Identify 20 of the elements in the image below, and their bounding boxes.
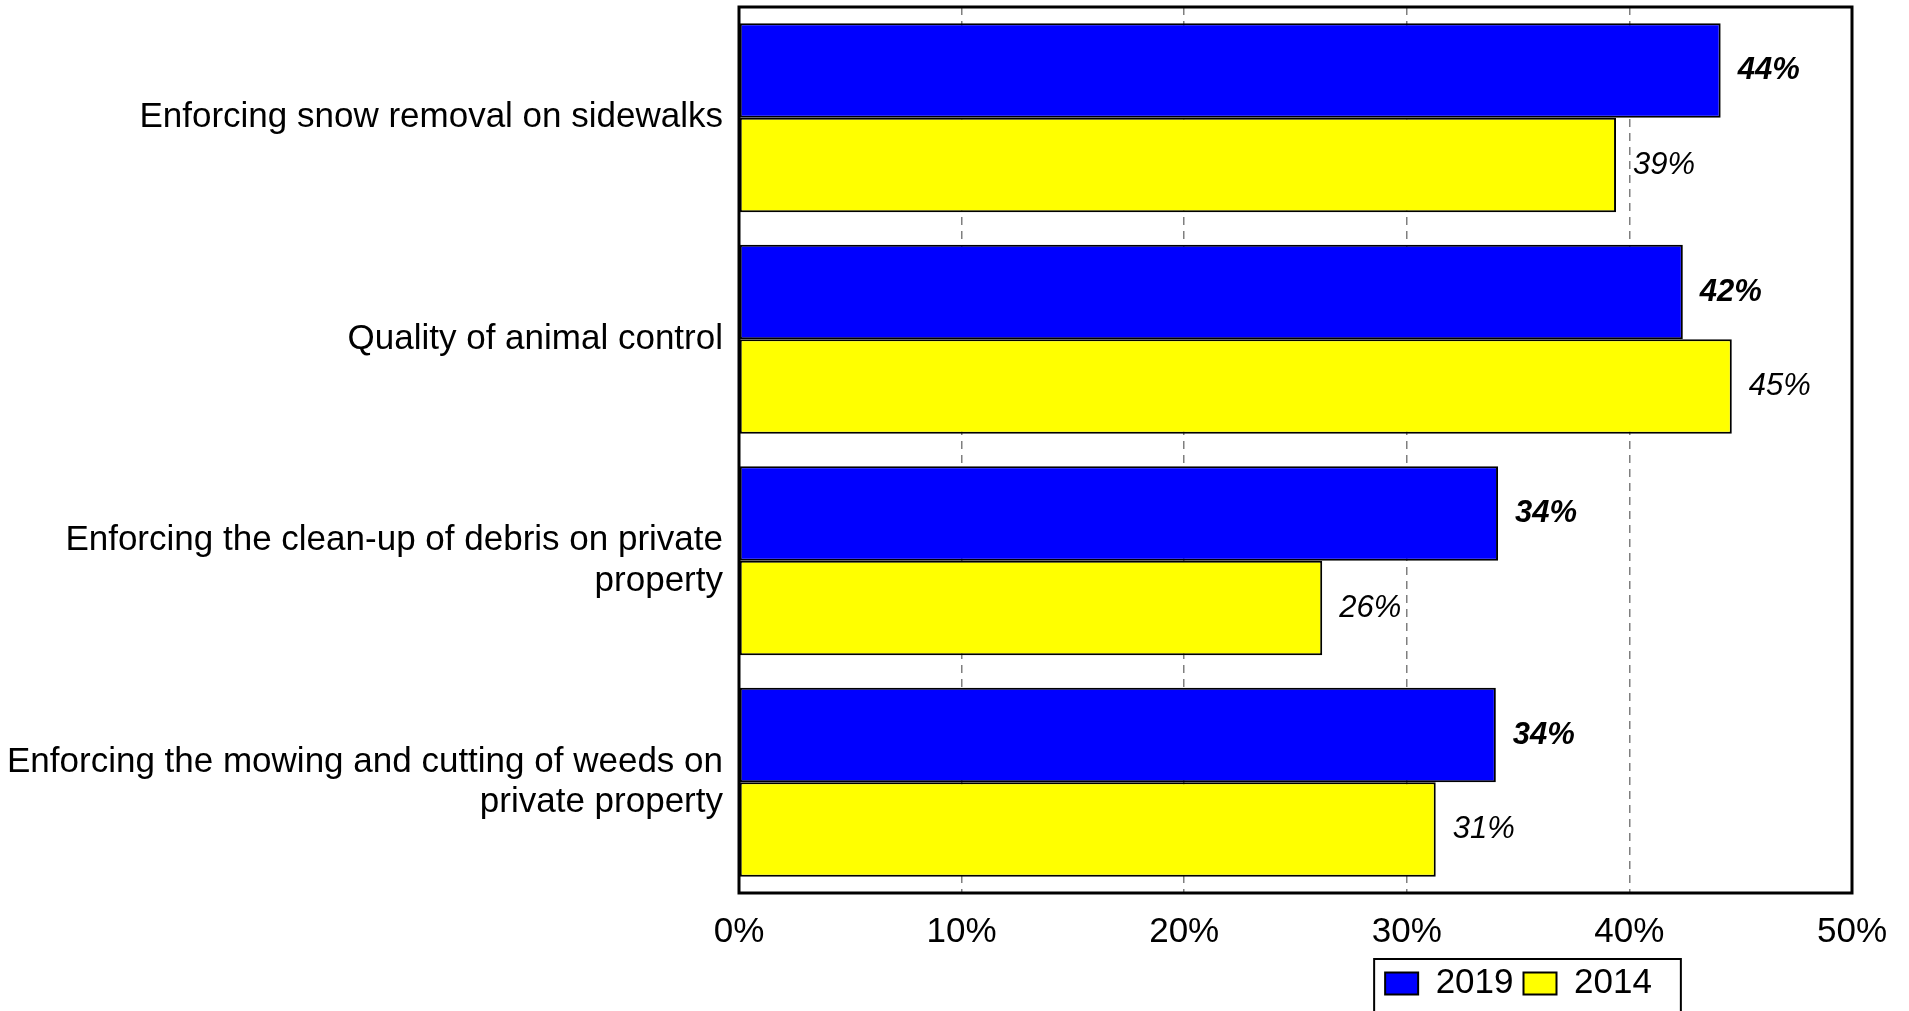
x-tick-label: 40% [1594,909,1665,949]
x-tick-label: 20% [1149,909,1220,949]
legend-label: 2019 [1435,961,1514,1001]
data-label: 34% [1512,715,1575,751]
y-tick-label: Quality of animal control [347,316,723,356]
data-label: 44% [1736,51,1800,87]
y-tick-label: Enforcing the clean-up of debris on private property [65,518,724,598]
data-label: 26% [1338,588,1402,624]
legend-label: 2014 [1574,961,1652,1001]
y-tick-label: Enforcing the mowing and cutting of weeds on private property [7,739,724,820]
data-label: 34% [1515,494,1578,530]
x-tick-label: 30% [1371,909,1442,949]
data-label: 31% [1452,810,1515,846]
y-tick-label: Enforcing snow removal on sidewalks [139,95,723,135]
x-tick-label: 0% [713,909,765,949]
x-tick-label: 10% [926,909,997,949]
x-tick-label: 50% [1816,909,1888,949]
data-label: 45% [1748,367,1811,403]
data-label: 39% [1633,145,1696,181]
data-label: 42% [1698,272,1762,308]
